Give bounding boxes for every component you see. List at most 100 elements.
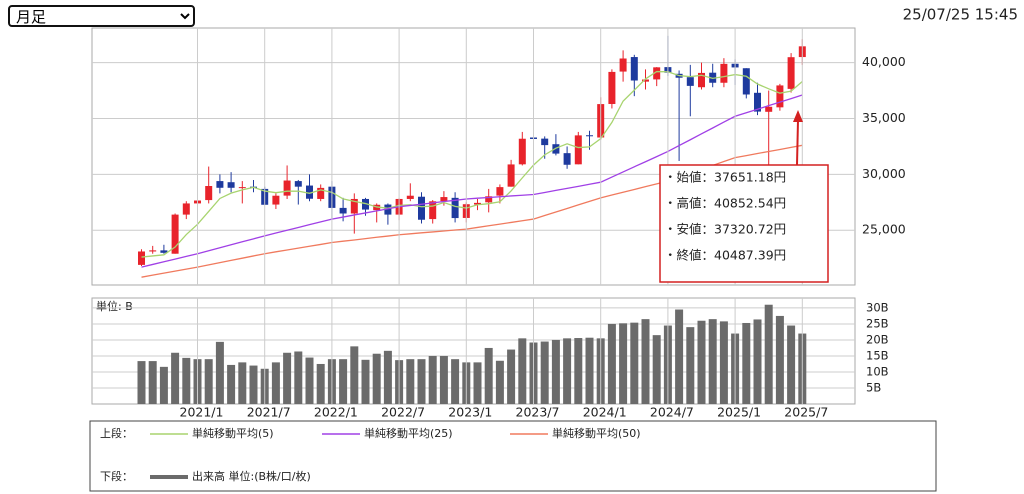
candle-body [205,185,213,201]
volume-bar [507,349,516,404]
volume-bar [417,359,426,404]
ma-line [141,94,803,268]
y-tick-label: 15B [866,348,889,362]
volume-bar [563,338,572,404]
legend-label: 単純移動平均(25) [364,426,453,440]
tooltip-line: ・始値：37651.18円 [664,170,786,185]
legend-lower-label: 下段： [100,469,133,483]
volume-bar [775,315,784,404]
candle-body [149,250,157,252]
volume-bar [361,359,370,404]
y-tick-label: 20B [866,332,889,346]
tooltip-line: ・終値：40487.39円 [664,248,786,263]
x-tick-label: 2021/7 [247,405,291,420]
period-select[interactable]: 月足 [8,5,195,27]
volume-bar [439,355,448,404]
candle-body [563,153,571,165]
candle-body [306,185,313,199]
candle-body [742,68,750,95]
candle-body [507,164,515,187]
candle-body [642,79,649,82]
tooltip-arrowhead [793,110,803,122]
candle-body [518,138,526,165]
x-tick-label: 2023/1 [448,405,492,420]
volume-bar [305,357,314,404]
volume-bar [495,360,504,404]
volume-bar [339,359,348,404]
tooltip-arrow [796,119,799,166]
volume-bar [451,359,460,404]
candle-body [238,187,246,189]
candle-body [619,58,627,72]
volume-bar [372,353,381,404]
candle-body [317,187,325,199]
y-tick-label: 30B [866,300,889,314]
x-tick-label: 2024/7 [650,405,694,420]
candle-body [451,197,459,219]
y-tick-label: 25B [866,316,889,330]
volume-bar [697,320,706,404]
candle-body [216,181,224,188]
tooltip-line: ・高値：40852.54円 [664,196,786,211]
candle-body [406,195,414,199]
candle-body [496,187,504,196]
tooltip-box [659,164,829,283]
volume-bar [428,355,437,404]
volume-bar [753,319,762,404]
x-tick-label: 2023/7 [516,405,560,420]
y-tick-label: 40,000 [862,54,906,69]
volume-bar [787,325,796,404]
tooltip: ・始値：37651.18円 ・高値：40852.54円 ・安値：37320.72… [659,110,829,283]
candle-body [754,92,761,112]
legend-label: 出来高 単位:(B株/口/枚) [192,469,311,483]
candle-body [440,197,448,202]
candle-body [653,67,661,80]
candle-body [765,106,773,112]
candle-body [776,85,784,108]
volume-bar [316,363,325,404]
candle-body [574,135,582,165]
volume-bar [137,361,146,404]
candle-body [138,251,145,265]
volume-bar [764,304,773,404]
candle-body [362,198,369,210]
x-tick-label: 2022/1 [314,405,358,420]
volume-bar [271,362,280,404]
volume-bar [283,352,292,404]
candle-body [630,57,638,81]
volume-bar [171,352,180,404]
y-tick-label: 35,000 [862,110,906,125]
legend-box [89,420,937,492]
y-tick-label: 10B [866,364,889,378]
candle-body [485,196,493,203]
volume-bar [540,341,549,404]
volume-bar [719,321,728,404]
candle-body [429,201,437,220]
legend-label: 単純移動平均(5) [192,426,274,440]
volume-bar [484,347,493,404]
candle-body [283,180,291,196]
candle-body [474,202,481,205]
volume-unit: 単位: B [96,299,133,313]
volume-bar [159,366,168,404]
candle-body [160,250,168,253]
x-tick-label: 2025/7 [784,405,828,420]
volume-bar [473,362,482,404]
volume-bar [619,323,628,404]
volume-bar [585,337,594,404]
x-tick-label: 2021/1 [180,405,224,420]
y-tick-label: 25,000 [862,222,906,237]
candle-body [586,135,593,137]
legend-label: 単純移動平均(50) [552,426,641,440]
volume-bar [238,362,247,404]
candle-body [720,63,728,83]
volume-bar [607,323,616,404]
candle-body [227,182,235,188]
volume-bar [641,319,650,404]
volume-bar [574,338,583,404]
candle-body [608,71,616,104]
candle-body [350,198,358,214]
volume-bar [182,357,191,404]
